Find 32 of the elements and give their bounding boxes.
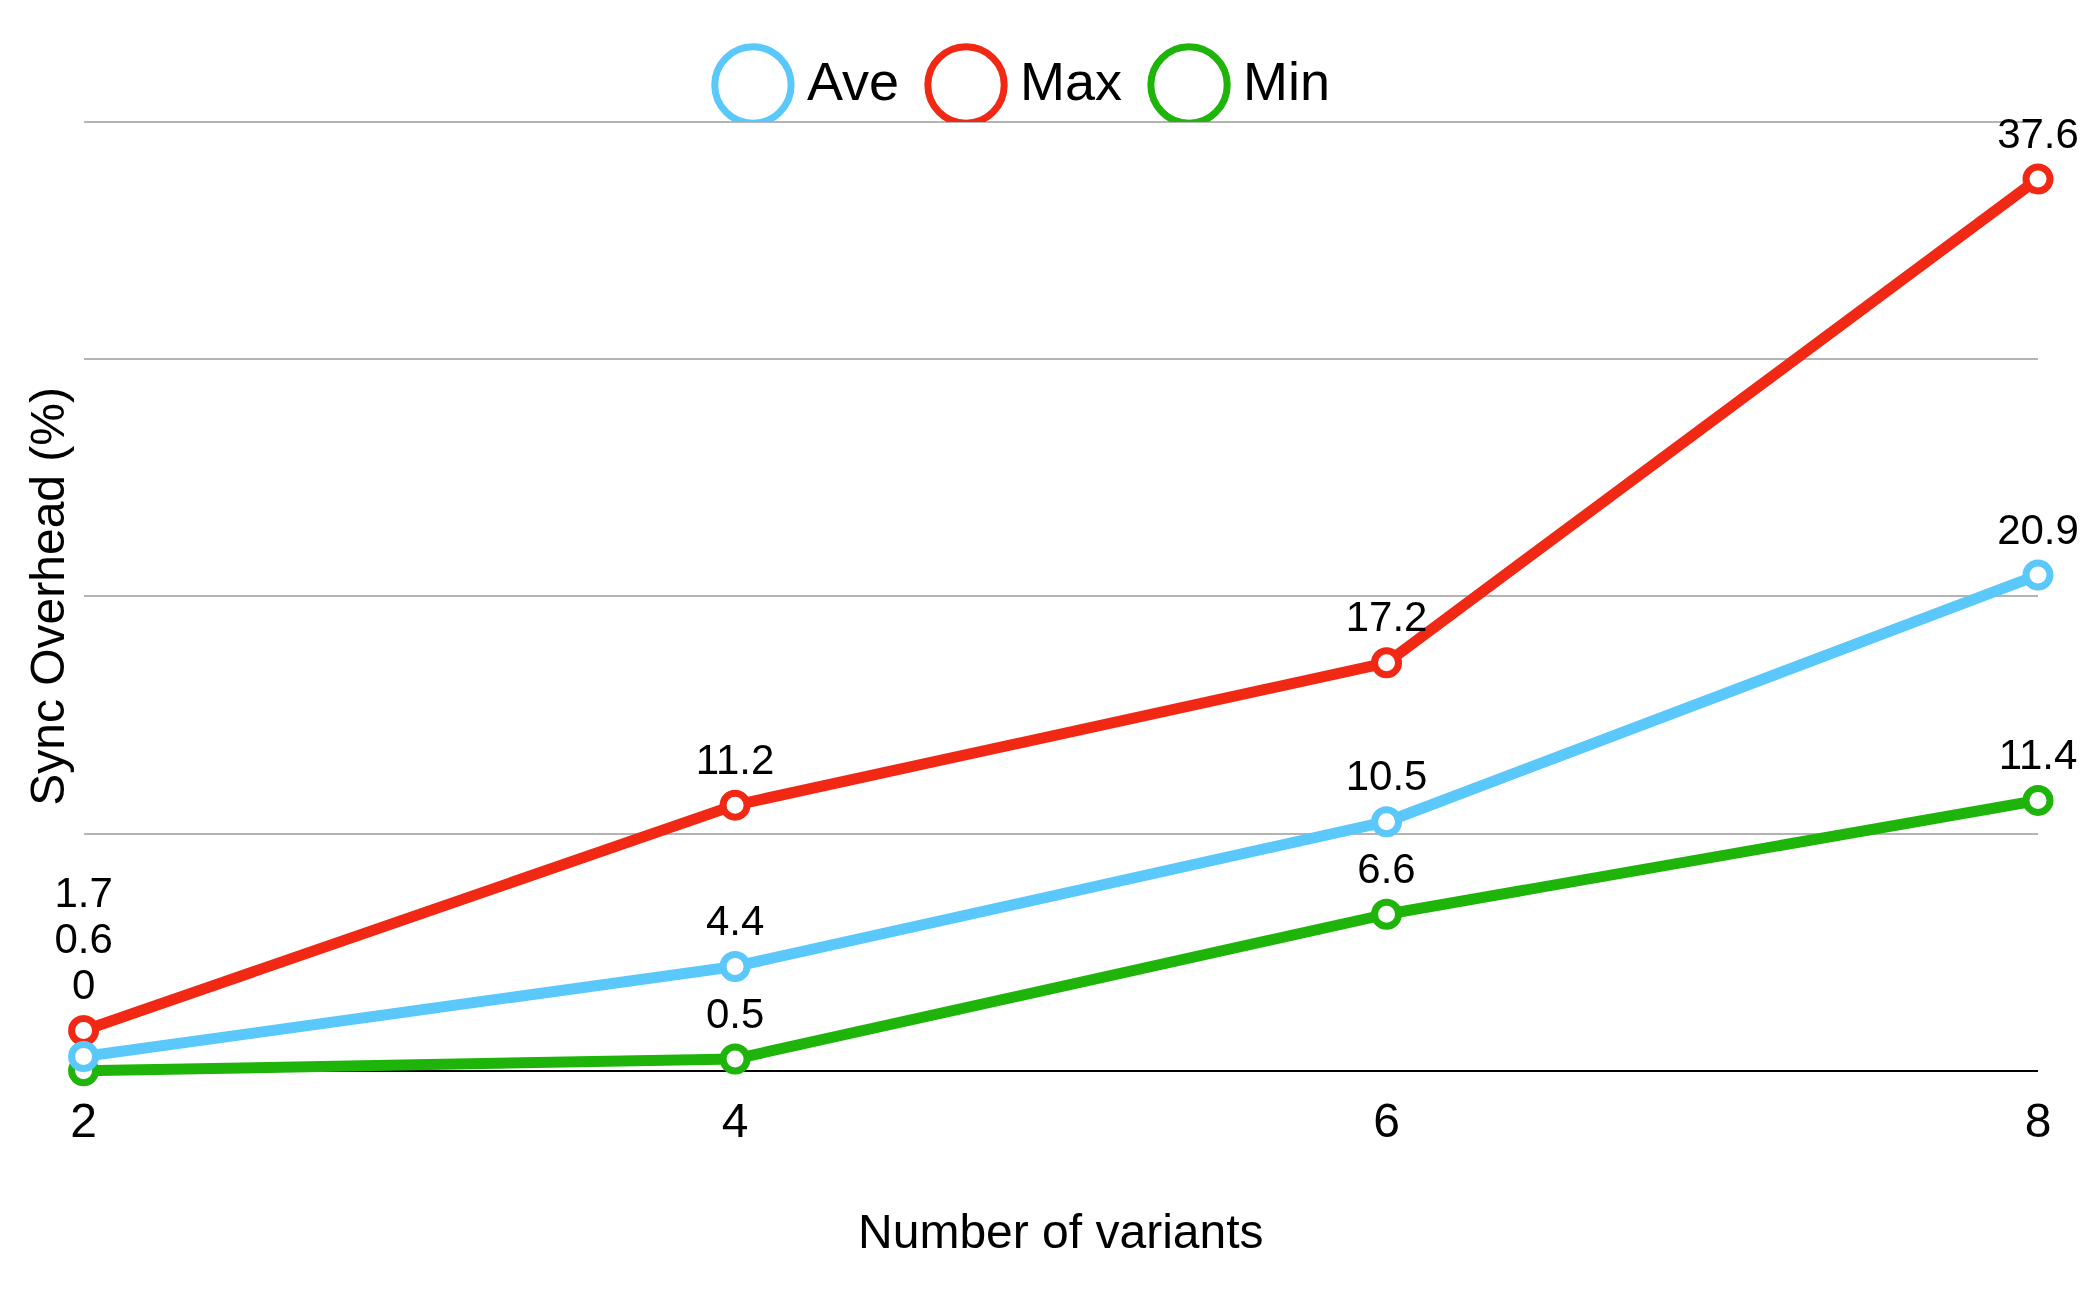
x-tick-label: 4 — [721, 1093, 749, 1147]
legend-label: Min — [1243, 50, 1331, 111]
data-label: 6.6 — [1357, 844, 1416, 892]
point — [2022, 559, 2054, 591]
point — [1371, 898, 1403, 930]
point — [719, 789, 751, 821]
data-label: 11.4 — [1998, 730, 2078, 778]
data-label: 1.7 — [54, 869, 113, 917]
data-label: 0.5 — [705, 989, 765, 1037]
legend-label: Max — [1020, 50, 1123, 111]
data-label: 20.9 — [1997, 505, 2079, 553]
point — [719, 1043, 751, 1075]
x-tick-label: 6 — [1373, 1093, 1400, 1147]
legend-label: Ave — [806, 50, 900, 111]
data-label: 11.2 — [695, 735, 775, 783]
point — [2022, 163, 2054, 195]
point — [1371, 806, 1403, 838]
point — [1371, 647, 1403, 679]
data-label: 0.6 — [54, 915, 113, 963]
x-axis-title: Number of variants — [858, 1205, 1264, 1259]
point — [68, 1014, 100, 1046]
point — [719, 950, 751, 982]
x-tick-label: 8 — [2024, 1093, 2052, 1147]
data-label: 0 — [71, 961, 96, 1009]
point — [68, 1041, 100, 1073]
data-label: 10.5 — [1345, 752, 1428, 800]
data-label: 4.4 — [705, 897, 765, 945]
data-label: 37.6 — [1997, 109, 2079, 157]
y-axis-title: Sync Overhead (%) — [21, 386, 75, 806]
x-tick-label: 2 — [70, 1093, 97, 1147]
data-label: 17.2 — [1345, 593, 1428, 641]
point — [2022, 784, 2054, 816]
